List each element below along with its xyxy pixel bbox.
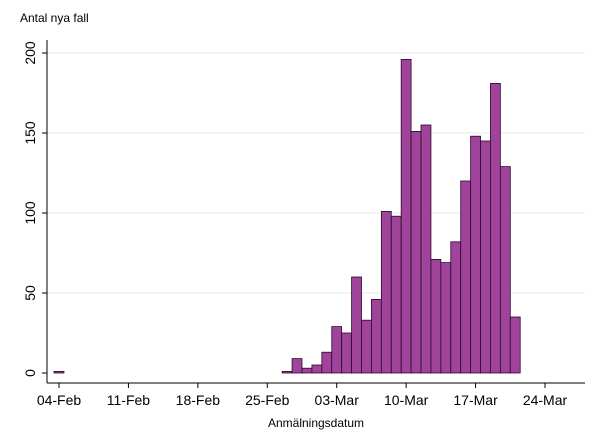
axes <box>42 40 585 388</box>
bar <box>380 210 392 374</box>
x-tick-label: 03-Mar <box>315 392 360 408</box>
bar <box>440 262 452 374</box>
bar <box>371 298 382 374</box>
bar <box>53 370 65 374</box>
bar <box>430 258 442 374</box>
bar <box>331 326 343 374</box>
x-tick-label: 18-Feb <box>176 392 221 408</box>
bar <box>400 59 412 374</box>
x-tick-label: 17-Mar <box>453 392 498 408</box>
bar <box>361 319 372 374</box>
x-axis-label: Anmälningsdatum <box>268 416 364 430</box>
x-tick-label: 04-Feb <box>37 392 82 408</box>
y-tick-label: 50 <box>22 285 38 301</box>
bar <box>460 180 472 374</box>
x-tick-label: 10-Mar <box>384 392 429 408</box>
y-tick-label: 100 <box>22 201 38 225</box>
bar <box>499 166 511 374</box>
y-tick-label: 150 <box>22 121 38 145</box>
tick-labels: 0 50 100 150 200 04-Feb 11-Feb 18-Feb 25-Feb 03-M… <box>22 41 568 408</box>
bar <box>291 358 303 374</box>
bar <box>281 370 293 374</box>
bar <box>450 241 462 374</box>
x-tick-label: 11-Feb <box>107 392 151 408</box>
bars <box>53 59 521 374</box>
bar <box>480 140 491 374</box>
y-tick-label: 0 <box>22 369 38 377</box>
bar <box>321 351 333 374</box>
bar <box>351 276 362 374</box>
bar <box>509 316 521 374</box>
bar <box>470 135 481 374</box>
bar <box>390 215 402 374</box>
bar <box>410 130 422 374</box>
bar <box>311 364 323 374</box>
bar <box>490 83 501 374</box>
bar <box>341 332 352 374</box>
x-tick-label: 24-Mar <box>523 392 568 408</box>
y-tick-label: 200 <box>22 41 38 65</box>
x-tick-label: 25-Feb <box>245 392 290 408</box>
bar <box>301 367 313 374</box>
y-axis-label: Antal nya fall <box>20 11 89 25</box>
bar <box>420 124 432 374</box>
